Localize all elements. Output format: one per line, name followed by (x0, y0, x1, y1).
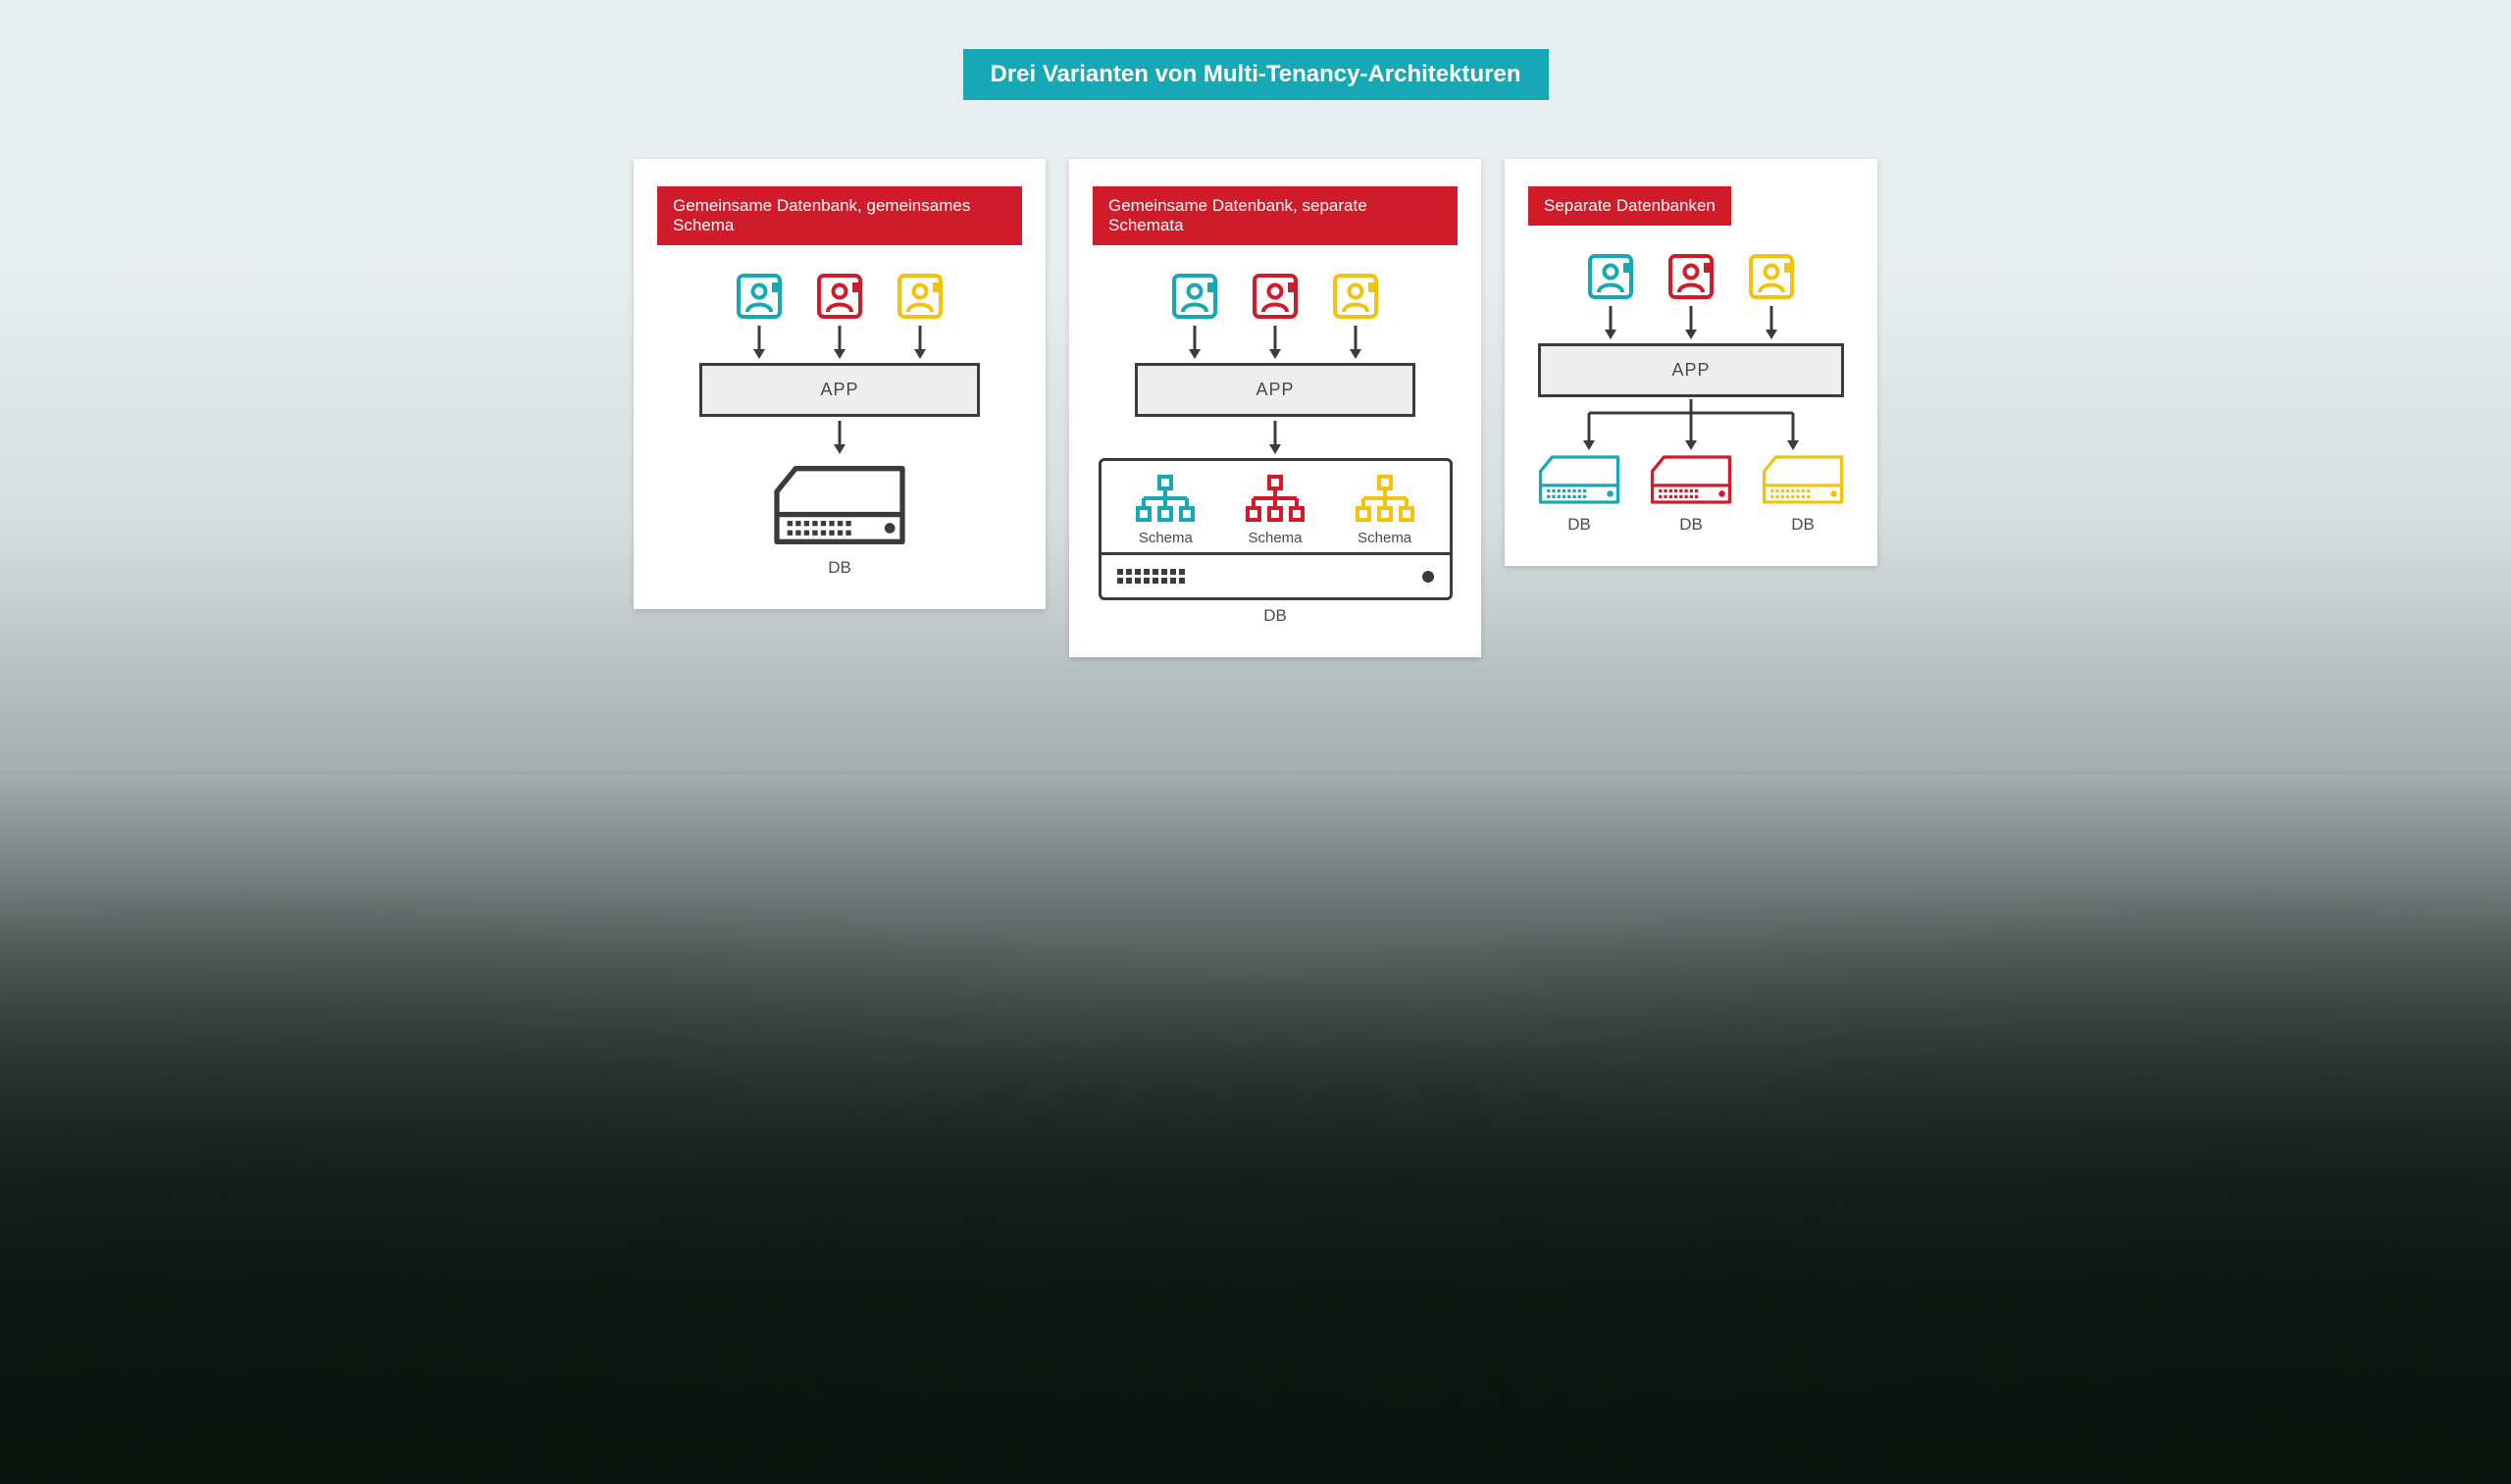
panel-shared-db-shared-schema: Gemeinsame Datenbank, gemeinsames Schema… (634, 159, 1046, 609)
schema-label: Schema (1134, 530, 1197, 546)
database-item: DB (1758, 450, 1848, 535)
schema-row: Schema Schema Schema (1102, 461, 1450, 552)
schema-item: Schema (1134, 475, 1197, 546)
arrow-down-icon (1348, 326, 1363, 359)
tenant-icon (1252, 273, 1299, 320)
tenant-row (1587, 253, 1795, 300)
panel-shared-db-separate-schemata: Gemeinsame Datenbank, separate Schemata … (1069, 159, 1481, 657)
tenant-icon (1332, 273, 1379, 320)
schema-icon (1354, 475, 1416, 526)
diagram: APP DB (657, 273, 1022, 578)
page-title: Drei Varianten von Multi-Tenancy-Archite… (963, 49, 1549, 100)
arrow-down-icon (1683, 306, 1699, 339)
tenant-icon (736, 273, 783, 320)
schema-label: Schema (1354, 530, 1416, 546)
db-label: DB (1263, 606, 1287, 626)
power-dot-icon (1422, 571, 1434, 583)
database-icon (1758, 450, 1848, 509)
schema-label: Schema (1244, 530, 1307, 546)
app-box: APP (699, 363, 980, 417)
panels-row: Gemeinsame Datenbank, gemeinsames Schema… (579, 159, 1932, 657)
arrow-down-icon (832, 326, 847, 359)
database-container: Schema Schema Schema (1099, 458, 1453, 600)
diagram-stage: Drei Varianten von Multi-Tenancy-Archite… (539, 0, 1972, 775)
arrow-down-icon (1187, 326, 1203, 359)
panel-header: Separate Datenbanken (1528, 186, 1731, 226)
database-icon (766, 458, 913, 552)
arrow-down (832, 421, 847, 454)
db-label: DB (1758, 515, 1848, 535)
database-icon (1534, 450, 1624, 509)
database-item: DB (1646, 450, 1736, 535)
schema-icon (1134, 475, 1197, 526)
arrow-row (1603, 306, 1779, 339)
arrow-down-icon (912, 326, 928, 359)
tenant-icon (1587, 253, 1634, 300)
arrow-down-icon (1764, 306, 1779, 339)
branch-arrows (1538, 397, 1844, 450)
diagram: APP Schema Schema (1093, 273, 1458, 626)
panel-separate-databases: Separate Datenbanken APP (1505, 159, 1877, 566)
tenant-icon (1748, 253, 1795, 300)
app-box: APP (1538, 343, 1844, 397)
database-base (1102, 552, 1450, 597)
schema-item: Schema (1244, 475, 1307, 546)
tenant-icon (1667, 253, 1715, 300)
arrow-down-icon (832, 421, 847, 454)
arrow-down-icon (751, 326, 767, 359)
database-item: DB (1534, 450, 1624, 535)
schema-item: Schema (1354, 475, 1416, 546)
tenant-icon (816, 273, 863, 320)
schema-icon (1244, 475, 1307, 526)
arrow-down-icon (1603, 306, 1618, 339)
arrow-row (751, 326, 928, 359)
panel-header: Gemeinsame Datenbank, gemeinsames Schema (657, 186, 1022, 245)
app-box: APP (1135, 363, 1415, 417)
diagram: APP DB DB DB (1528, 253, 1854, 535)
db-label: DB (828, 558, 851, 578)
tenant-row (1171, 273, 1379, 320)
tenant-icon (1171, 273, 1218, 320)
arrow-down-icon (1267, 326, 1283, 359)
db-label: DB (1646, 515, 1736, 535)
database-row: DB DB DB (1534, 450, 1848, 535)
vent-grid (1117, 569, 1185, 584)
database-icon (1646, 450, 1736, 509)
db-label: DB (1534, 515, 1624, 535)
arrow-down-icon (1267, 421, 1283, 454)
arrow-down (1267, 421, 1283, 454)
tenant-icon (897, 273, 944, 320)
tenant-row (736, 273, 944, 320)
arrow-row (1187, 326, 1363, 359)
panel-header: Gemeinsame Datenbank, separate Schemata (1093, 186, 1458, 245)
